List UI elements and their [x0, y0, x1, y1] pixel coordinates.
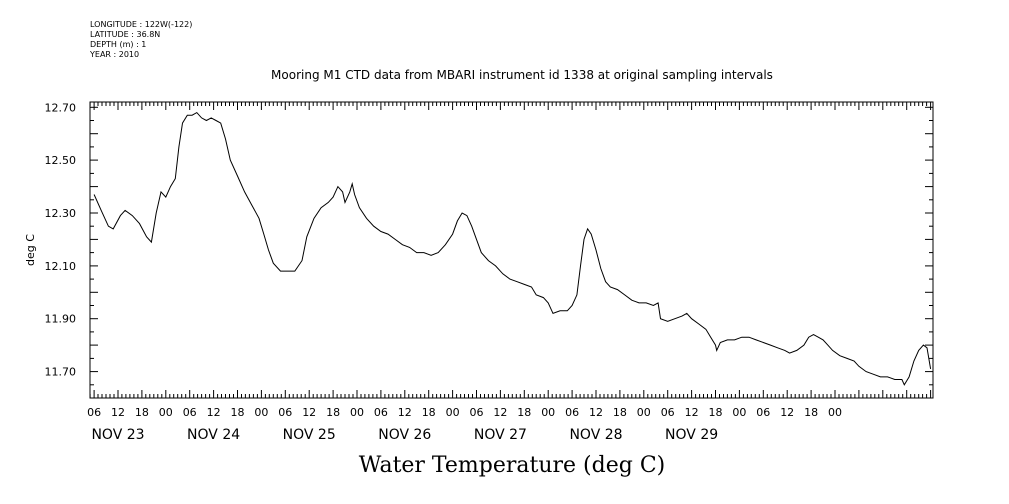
x-hour-label: 00: [159, 406, 173, 419]
x-day-label: NOV 27: [474, 427, 527, 443]
series-line: [93, 111, 932, 386]
x-axis-title: Water Temperature (deg C): [358, 453, 666, 478]
x-hour-label: 00: [732, 406, 746, 419]
x-hour-label: 00: [350, 406, 364, 419]
y-tick-label: 12.50: [45, 154, 77, 167]
x-hour-label: 06: [278, 406, 292, 419]
meta-year: YEAR : 2010: [90, 50, 140, 59]
y-axis-label: deg C: [24, 234, 37, 266]
x-day-label: NOV 24: [187, 427, 240, 443]
x-day-label: NOV 25: [283, 427, 336, 443]
x-hour-label: 06: [756, 406, 770, 419]
plot-frame: [89, 101, 934, 399]
x-hour-label: 12: [780, 406, 794, 419]
x-hour-label: 06: [470, 406, 484, 419]
meta-depth: DEPTH (m) : 1: [90, 40, 147, 49]
x-hour-label: 18: [804, 406, 818, 419]
y-tick-label: 12.70: [45, 101, 77, 114]
x-hour-label: 00: [828, 406, 842, 419]
x-day-label: NOV 29: [665, 427, 718, 443]
x-hour-label: 12: [302, 406, 316, 419]
x-hour-label: 18: [613, 406, 627, 419]
metadata-block: LONGITUDE : 122W(-122) LATITUDE : 36.8N …: [90, 20, 192, 60]
x-hour-label: 12: [207, 406, 221, 419]
chart-title: Mooring M1 CTD data from MBARI instrumen…: [271, 68, 773, 82]
x-day-label: NOV 26: [378, 427, 431, 443]
x-hour-label: 06: [661, 406, 675, 419]
x-hour-label: 12: [111, 406, 125, 419]
x-axis: 06 12 18 00 06 12 18 00 06 12 18 00 06 12 18 00 06 12 18 00…: [87, 102, 932, 443]
meta-longitude: LONGITUDE : 122W(-122): [90, 20, 193, 29]
x-hour-label: 00: [254, 406, 268, 419]
y-tick-label: 12.10: [45, 260, 77, 273]
meta-latitude: LATITUDE : 36.8N: [90, 30, 161, 39]
x-hour-label: 00: [446, 406, 460, 419]
x-hour-label: 18: [326, 406, 340, 419]
x-hour-label: 06: [183, 406, 197, 419]
x-hour-label: 18: [231, 406, 245, 419]
y-tick-label: 11.70: [45, 366, 77, 379]
x-hour-label: 06: [374, 406, 388, 419]
x-hour-label: 12: [685, 406, 699, 419]
x-hour-label: 06: [87, 406, 101, 419]
x-day-label: NOV 28: [569, 427, 622, 443]
x-hour-label: 18: [517, 406, 531, 419]
x-hour-label: 12: [589, 406, 603, 419]
x-hour-label: 18: [709, 406, 723, 419]
x-hour-label: 00: [637, 406, 651, 419]
x-hour-label: 12: [398, 406, 412, 419]
y-tick-label: 12.30: [45, 207, 77, 220]
x-day-label: NOV 23: [91, 427, 144, 443]
y-tick-label: 11.90: [45, 313, 77, 326]
x-hour-label: 18: [422, 406, 436, 419]
x-hour-label: 18: [135, 406, 149, 419]
x-hour-label: 00: [541, 406, 555, 419]
y-axis: 12.70 12.50 12.30 12.10 11.90 11.70: [45, 101, 933, 399]
x-hour-label: 06: [565, 406, 579, 419]
x-hour-label: 12: [493, 406, 507, 419]
